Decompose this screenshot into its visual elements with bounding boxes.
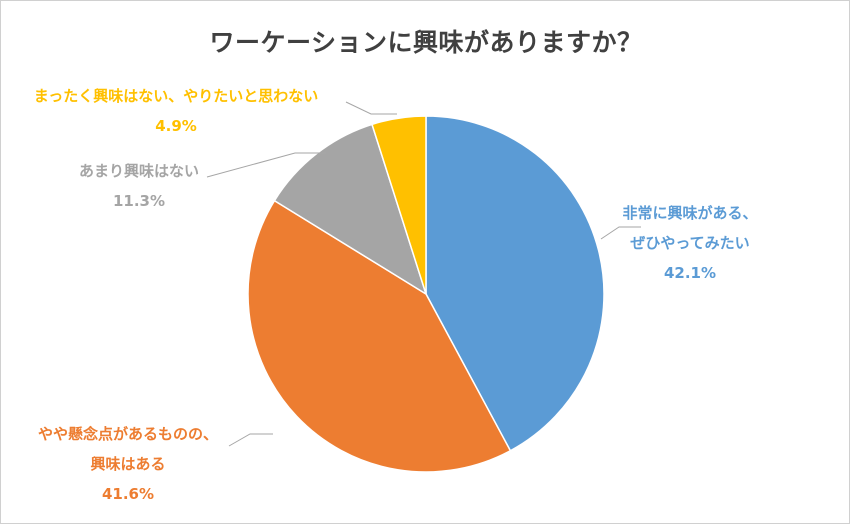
slice-value-label: 42.1% [663,264,717,282]
slice-label-somewhat-interested: やや懸念点があるものの、 興味はある 41.6% [23,419,233,509]
leader-line [206,152,326,178]
slice-value-label: 11.3% [112,192,166,210]
slice-label-not-very-interested: あまり興味はない 11.3% [59,156,219,216]
slice-label-not-interested-at-all: まったく興味はない、やりたいと思わない 4.9% [31,81,321,141]
slice-label-line: やや懸念点があるものの、 [37,425,218,443]
slice-label-line: 興味はある [90,455,166,473]
leader-line [600,226,641,240]
pie-slice-somewhat-interested [247,199,512,473]
pie-slices [247,115,605,473]
chart-title: ワーケーションに興味がありますか？ [209,28,643,57]
slice-value-label: 41.6% [101,485,155,503]
pie-slice-very-interested [425,115,605,452]
leader-lines [206,101,641,447]
slice-label-line: まったく興味はない、やりたいと思わない [33,87,319,105]
slice-label-line: 非常に興味がある、 [622,204,758,222]
slice-label-line: あまり興味はない [78,162,199,180]
leader-line [345,101,397,115]
leader-line [228,433,273,447]
pie-slice-not-interested-at-all [371,115,427,295]
slice-label-very-interested: 非常に興味がある、 ぜひやってみたい 42.1% [605,198,775,288]
slice-value-label: 4.9% [155,117,197,135]
slice-label-line: ぜひやってみたい [630,234,750,252]
pie-slice-not-very-interested [273,123,428,296]
